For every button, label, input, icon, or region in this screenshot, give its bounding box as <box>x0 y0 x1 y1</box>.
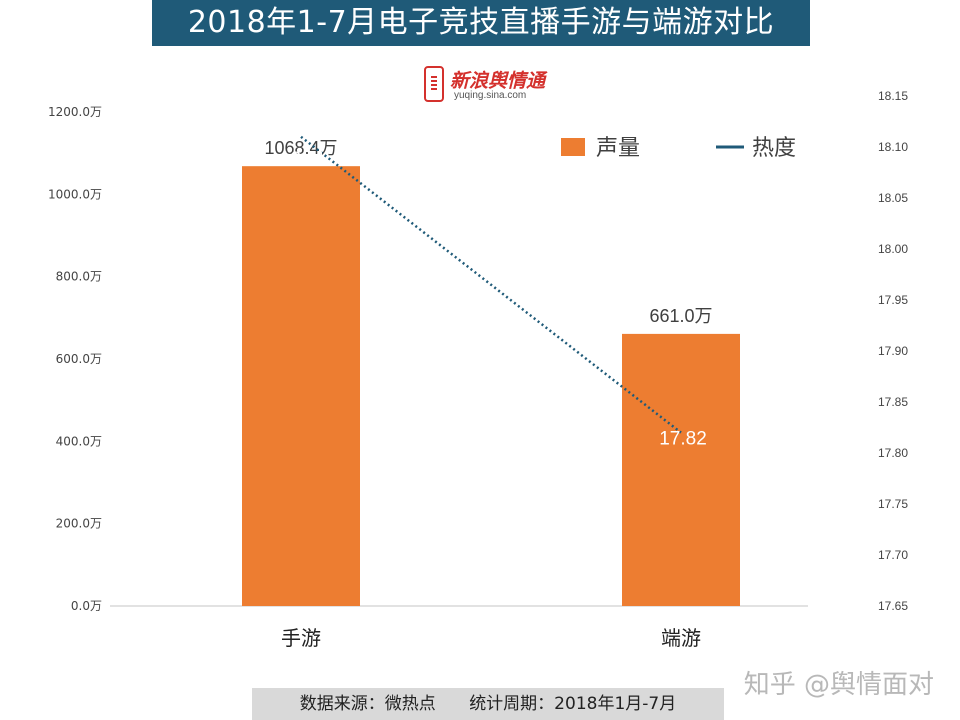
y-left-tick-label: 1000.0万 <box>48 187 102 201</box>
heat-value-label: 17.82 <box>659 429 707 450</box>
logo-name: 新浪舆情通 <box>450 70 546 92</box>
combo-chart: 0.0万 200.0万 400.0万 600.0万 800.0万 1000.0万 1200.… <box>48 89 908 650</box>
phone-icon <box>424 66 444 102</box>
bar-value-label: 661.0万 <box>649 306 712 326</box>
bar-2 <box>622 333 740 606</box>
y-right-tick-label: 18.10 <box>878 140 908 154</box>
data-source: 数据来源：微热点 <box>299 694 436 714</box>
y-right-tick-label: 17.70 <box>878 548 908 562</box>
y-left-tick-label: 400.0万 <box>56 434 102 448</box>
y-right-tick-label: 17.90 <box>878 344 908 358</box>
legend-swatch-volume <box>561 138 585 156</box>
y-right-tick-label: 18.05 <box>878 191 908 205</box>
y-left-tick-label: 1200.0万 <box>48 105 102 119</box>
heat-line <box>300 135 682 434</box>
sina-yuqing-logo: 新浪舆情通 yuqing.sina.com <box>424 66 574 106</box>
bar-value-label: 1068.4万 <box>264 138 337 158</box>
logo-url: yuqing.sina.com <box>454 90 527 101</box>
legend-label-volume: 声量 <box>596 136 640 161</box>
watermark: 知乎 @舆情面对 <box>743 670 934 700</box>
y-right-tick-label: 17.95 <box>878 293 908 307</box>
bar-1 <box>242 166 360 606</box>
y-right-tick-label: 18.00 <box>878 242 908 256</box>
chart-title: 2018年1-7月电子竞技直播手游与端游对比 <box>152 0 810 46</box>
y-left-tick-label: 0.0万 <box>71 599 102 613</box>
y-right-tick-label: 17.80 <box>878 446 908 460</box>
footer-bar: 数据来源：微热点 统计周期：2018年1月-7月 <box>252 688 724 720</box>
y-left-tick-label: 800.0万 <box>56 270 102 284</box>
x-tick-label: 端游 <box>661 626 701 650</box>
y-left-tick-label: 200.0万 <box>56 517 102 531</box>
y-right-tick-label: 18.15 <box>878 89 908 103</box>
y-right-tick-label: 17.75 <box>878 497 908 511</box>
stat-period: 统计周期：2018年1月-7月 <box>469 694 677 714</box>
legend-label-heat: 热度 <box>752 136 796 161</box>
y-right-tick-label: 17.85 <box>878 395 908 409</box>
x-tick-label: 手游 <box>281 626 321 650</box>
y-right-tick-label: 17.65 <box>878 599 908 613</box>
y-left-tick-label: 600.0万 <box>56 352 102 366</box>
heat-value-label: 18.11 <box>280 149 326 170</box>
